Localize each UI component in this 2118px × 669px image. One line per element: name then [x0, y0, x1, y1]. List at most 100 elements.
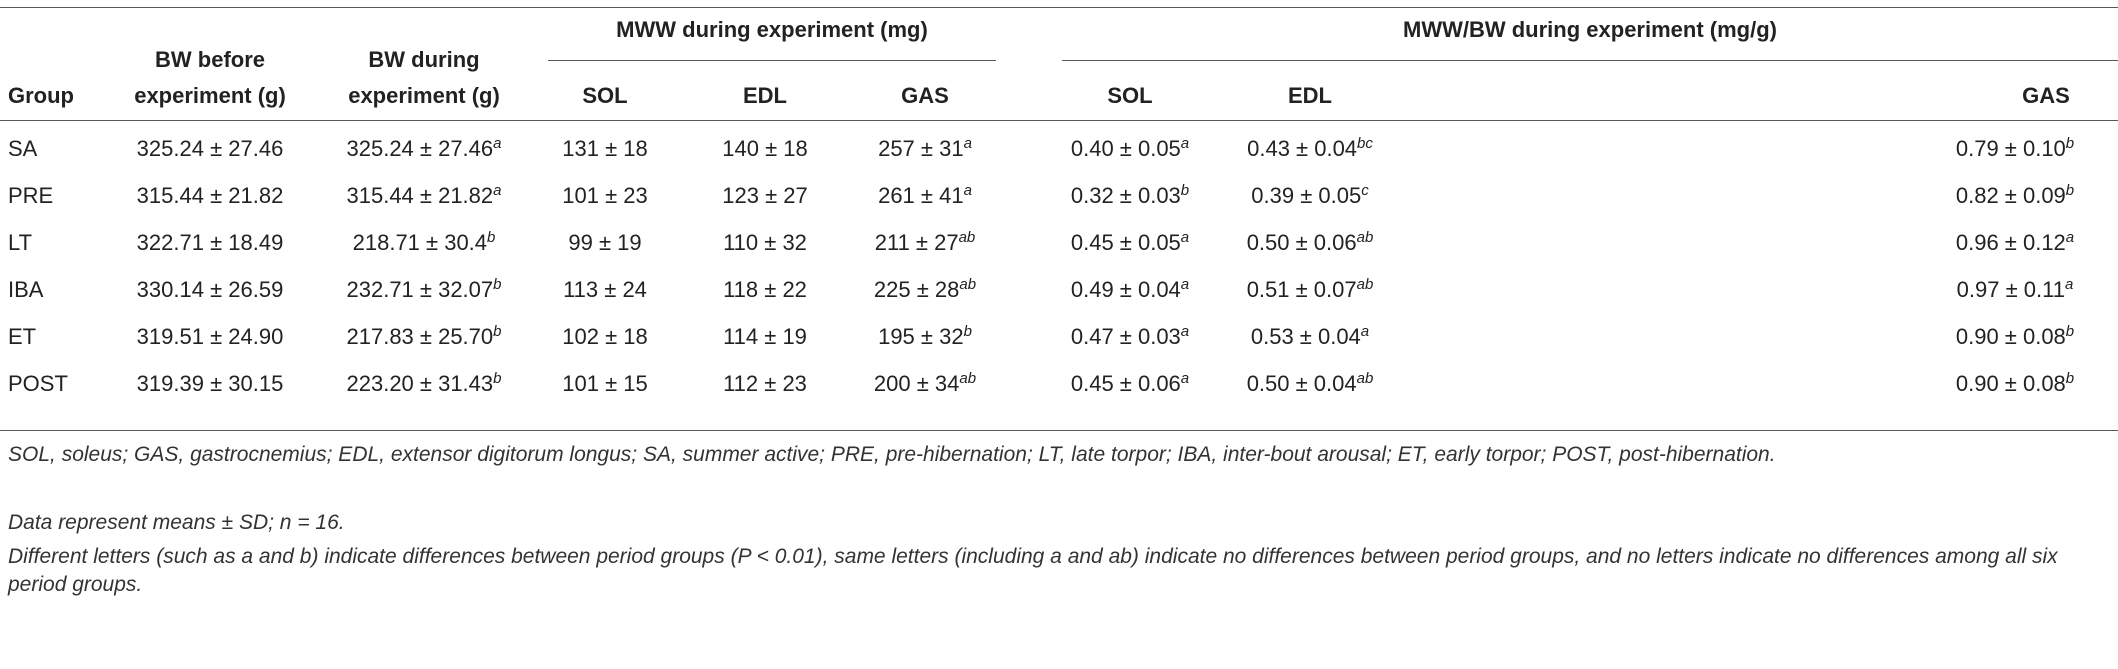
cell-ratio-edl: 0.51 ± 0.07ab: [1246, 276, 1374, 302]
header-gas: GAS: [901, 83, 949, 108]
footnote-letters: Different letters (such as a and b) indi…: [8, 545, 2058, 596]
superscript: a: [963, 182, 972, 199]
header-mww: MWW during experiment (mg): [616, 17, 928, 42]
superscript: b: [2065, 182, 2075, 199]
superscript: ab: [959, 276, 977, 293]
superscript: b: [493, 276, 502, 293]
cell-edl: 114 ± 19: [723, 324, 807, 349]
cell-ratio-sol: 0.40 ± 0.05a: [1070, 135, 1190, 161]
cell-group: LT: [8, 230, 33, 255]
cell-ratio-gas: 0.90 ± 0.08b: [1955, 323, 2075, 349]
cell-gas: 225 ± 28ab: [873, 276, 977, 302]
superscript: bc: [1357, 135, 1373, 152]
cell-sol: 113 ± 24: [563, 277, 647, 302]
cell-bw-during: 315.44 ± 21.82a: [346, 182, 502, 208]
cell-gas: 211 ± 27ab: [874, 229, 976, 255]
superscript: ab: [1356, 370, 1374, 387]
mww-group-rule: [548, 60, 996, 61]
cell-bw-during: 217.83 ± 25.70b: [346, 323, 502, 349]
superscript: ab: [959, 370, 977, 387]
cell-bw-before: 315.44 ± 21.82: [136, 183, 284, 208]
cell-sol: 102 ± 18: [562, 324, 648, 349]
header-edl: EDL: [743, 83, 787, 108]
cell-group: POST: [8, 371, 68, 396]
cell-edl: 118 ± 22: [723, 277, 807, 302]
cell-group: PRE: [8, 183, 54, 208]
superscript: c: [1361, 182, 1369, 199]
header-ratio-edl: EDL: [1288, 83, 1332, 108]
header-group: Group: [8, 83, 74, 108]
cell-sol: 99 ± 19: [568, 230, 642, 255]
superscript: b: [487, 229, 496, 246]
superscript: b: [963, 323, 972, 340]
cell-ratio-gas: 0.97 ± 0.11a: [1956, 276, 2074, 302]
cell-group: SA: [8, 136, 38, 161]
superscript: a: [2064, 276, 2074, 293]
cell-ratio-edl: 0.50 ± 0.04ab: [1246, 370, 1374, 396]
cell-bw-during: 223.20 ± 31.43b: [346, 370, 502, 396]
cell-ratio-gas: 0.96 ± 0.12a: [1955, 229, 2075, 255]
cell-sol: 131 ± 18: [562, 136, 648, 161]
cell-ratio-gas: 0.82 ± 0.09b: [1955, 182, 2075, 208]
cell-edl: 123 ± 27: [722, 183, 808, 208]
superscript: a: [1360, 323, 1370, 340]
superscript: ab: [1356, 229, 1374, 246]
cell-ratio-sol: 0.49 ± 0.04a: [1070, 276, 1190, 302]
cell-gas: 261 ± 41a: [878, 182, 972, 208]
superscript: a: [493, 182, 502, 199]
cell-sol: 101 ± 15: [562, 371, 648, 396]
header-mwwbw: MWW/BW during experiment (mg/g): [1403, 17, 1777, 42]
cell-edl: 140 ± 18: [722, 136, 808, 161]
cell-ratio-sol: 0.32 ± 0.03b: [1070, 182, 1190, 208]
superscript: a: [1180, 229, 1190, 246]
cell-ratio-gas: 0.90 ± 0.08b: [1955, 370, 2075, 396]
cell-sol: 101 ± 23: [562, 183, 648, 208]
superscript: a: [1180, 323, 1190, 340]
cell-ratio-edl: 0.53 ± 0.04a: [1250, 323, 1370, 349]
cell-bw-during: 218.71 ± 30.4b: [352, 229, 496, 255]
table-bottom-rule: [0, 430, 2118, 431]
cell-bw-before: 325.24 ± 27.46: [136, 136, 284, 161]
superscript: b: [2065, 135, 2075, 152]
footnote-data: Data represent means ± SD; n = 16.: [8, 511, 345, 534]
superscript: a: [1180, 135, 1190, 152]
table-top-rule: [0, 7, 2118, 8]
cell-bw-during: 232.71 ± 32.07b: [346, 276, 502, 302]
cell-bw-before: 319.39 ± 30.15: [136, 371, 284, 396]
cell-group: IBA: [8, 277, 44, 302]
cell-gas: 195 ± 32b: [878, 323, 972, 349]
header-ratio-sol: SOL: [1107, 83, 1153, 108]
cell-edl: 112 ± 23: [723, 371, 807, 396]
cell-ratio-edl: 0.43 ± 0.04bc: [1247, 135, 1373, 161]
cell-ratio-sol: 0.47 ± 0.03a: [1070, 323, 1190, 349]
cell-group: ET: [8, 324, 37, 349]
header-bw-before-line2: experiment (g): [134, 83, 286, 108]
cell-gas: 257 ± 31a: [878, 135, 972, 161]
mwwbw-group-rule: [1062, 60, 2118, 61]
superscript: a: [963, 135, 972, 152]
cell-bw-before: 319.51 ± 24.90: [136, 324, 284, 349]
superscript: b: [493, 370, 502, 387]
cell-ratio-edl: 0.50 ± 0.06ab: [1246, 229, 1374, 255]
cell-ratio-edl: 0.39 ± 0.05c: [1251, 182, 1369, 208]
superscript: ab: [958, 229, 976, 246]
superscript: b: [2065, 323, 2075, 340]
header-sol: SOL: [582, 83, 628, 108]
cell-bw-before: 330.14 ± 26.59: [136, 277, 284, 302]
cell-gas: 200 ± 34ab: [873, 370, 977, 396]
superscript: b: [1180, 182, 1190, 199]
header-ratio-gas: GAS: [1426, 78, 2118, 114]
header-ratio-gas-label: GAS: [2022, 83, 2070, 108]
superscript: ab: [1356, 276, 1374, 293]
header-bw-during-line1: BW during: [368, 47, 480, 72]
superscript: b: [2065, 370, 2075, 387]
header-bw-before-line1: BW before: [155, 47, 265, 72]
cell-bw-during: 325.24 ± 27.46a: [346, 135, 502, 161]
superscript: a: [1180, 276, 1190, 293]
cell-ratio-sol: 0.45 ± 0.05a: [1070, 229, 1190, 255]
superscript: a: [493, 135, 502, 152]
superscript: a: [1180, 370, 1190, 387]
cell-ratio-sol: 0.45 ± 0.06a: [1070, 370, 1190, 396]
cell-edl: 110 ± 32: [723, 230, 807, 255]
superscript: b: [493, 323, 502, 340]
